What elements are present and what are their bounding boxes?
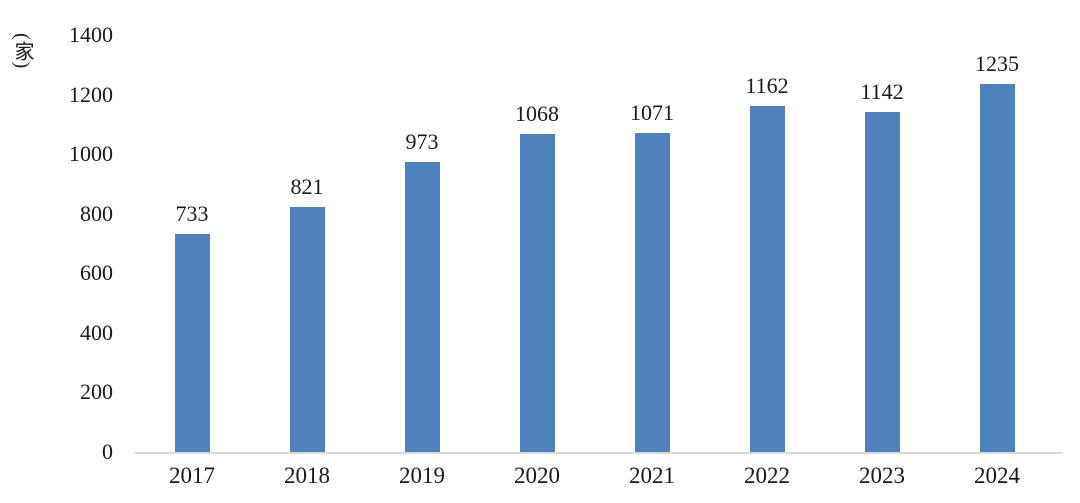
bar-2020 <box>519 133 555 452</box>
x-tick-label: 2022 <box>744 463 790 488</box>
x-tick-label: 2024 <box>974 463 1020 488</box>
y-tick-label: 0 <box>102 439 113 464</box>
y-tick-label: 400 <box>80 319 113 345</box>
value-label: 821 <box>290 174 324 200</box>
value-label: 733 <box>175 200 209 226</box>
bar-2021 <box>634 132 670 452</box>
value-label: 973 <box>405 129 439 155</box>
y-tick-label: 800 <box>80 200 113 226</box>
value-label: 1235 <box>975 51 1019 77</box>
x-tick-label: 2021 <box>629 463 675 488</box>
value-label: 1162 <box>745 72 789 98</box>
bar-2022 <box>749 105 785 452</box>
y-tick-label: 1200 <box>69 81 113 107</box>
y-tick-label: 200 <box>80 379 113 405</box>
value-label: 1142 <box>860 78 904 104</box>
bar-2024 <box>979 84 1015 452</box>
bar-2023 <box>864 111 900 452</box>
x-tick-label: 2017 <box>169 463 215 488</box>
x-tick-label: 2020 <box>514 463 560 488</box>
x-tick-label: 2019 <box>399 463 445 488</box>
x-tick-label: 2018 <box>284 463 330 488</box>
y-tick-label: 600 <box>80 260 113 286</box>
value-label: 1071 <box>630 99 674 125</box>
x-tick-label: 2023 <box>859 463 905 488</box>
bar-2018 <box>289 207 325 452</box>
y-tick-label: 1000 <box>69 141 113 167</box>
y-axis-unit-label: (家) <box>11 33 33 70</box>
bar-2017 <box>174 233 210 452</box>
y-tick-label: 1400 <box>69 22 113 47</box>
value-label: 1068 <box>515 100 559 126</box>
bar-2019 <box>404 162 440 452</box>
x-axis-line <box>135 452 1063 454</box>
